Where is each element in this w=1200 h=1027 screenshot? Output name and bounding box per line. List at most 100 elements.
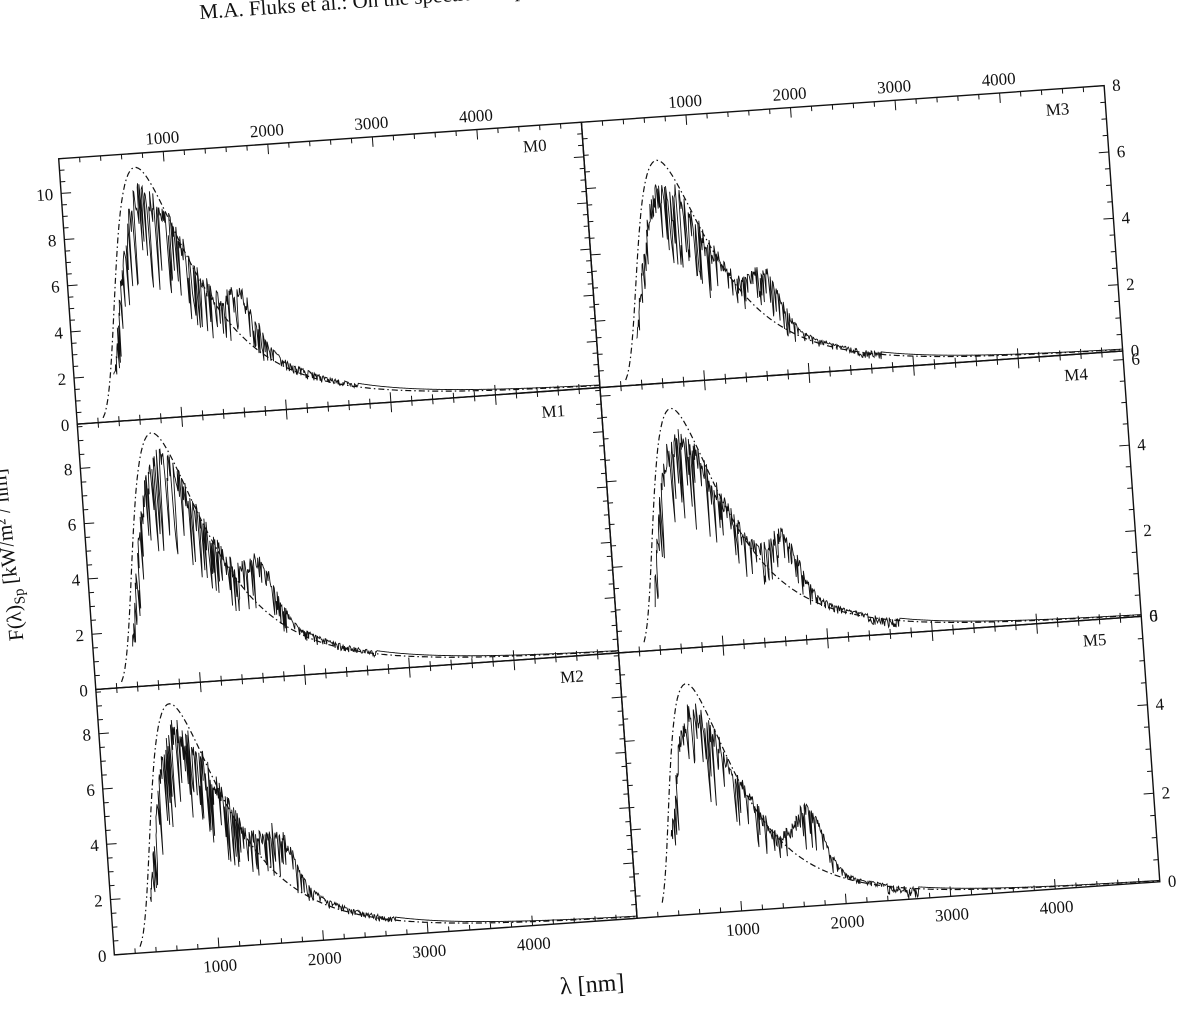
x-tick [807, 362, 810, 373]
y-tick [615, 751, 626, 754]
y-tick-label: 4 [71, 570, 81, 590]
y-tick [619, 807, 630, 809]
panel-label-m1: M1 [541, 401, 566, 422]
x-tick-label: 4000 [458, 105, 493, 126]
panel-frame-m0 [57, 121, 601, 425]
x-tick [285, 409, 288, 420]
spectrum-line-m5 [670, 703, 1160, 899]
y-tick-label: 2 [1143, 521, 1153, 541]
x-tick [199, 672, 201, 683]
envelope-line [661, 683, 1159, 903]
x-tick [999, 92, 1001, 103]
x-tick [180, 406, 183, 417]
y-tick [1108, 284, 1119, 286]
y-tick [627, 917, 638, 920]
y-tick-label: 4 [54, 323, 64, 343]
y-tick [1149, 881, 1160, 883]
y-tick [91, 633, 102, 635]
y-tick [604, 597, 615, 599]
x-tick [494, 394, 497, 405]
x-tick-label: 1000 [145, 127, 180, 148]
x-tick [844, 893, 847, 904]
y-tick-label: 2 [1161, 783, 1171, 803]
x-tick-label: 2000 [830, 911, 865, 932]
x-tick-label: 1000 [667, 91, 702, 112]
y-tick [595, 320, 606, 322]
y-tick [624, 740, 635, 742]
y-tick-label: 0 [79, 681, 89, 701]
x-tick [494, 384, 496, 395]
x-tick [790, 107, 792, 118]
panel-frame-m2 [95, 652, 638, 956]
x-tick-label: 4000 [1039, 897, 1074, 918]
y-tick [98, 732, 109, 735]
y-tick [67, 284, 78, 287]
x-tick-label: 3000 [354, 113, 389, 134]
y-tick-label: 2 [93, 891, 103, 911]
x-tick [285, 399, 287, 410]
y-tick [70, 330, 81, 333]
envelope-line [139, 703, 637, 947]
y-tick-label: 2 [57, 370, 67, 390]
x-tick [913, 365, 915, 376]
x-tick [931, 630, 934, 642]
y-tick-label: 6 [86, 781, 96, 801]
x-tick [162, 151, 165, 162]
spectrum-line-m3 [636, 183, 1123, 360]
y-tick [61, 192, 72, 194]
y-tick-label: 6 [67, 515, 77, 535]
y-tick [1119, 444, 1130, 447]
y-tick [583, 294, 594, 297]
panel-frame-m5 [617, 615, 1161, 920]
x-tick [704, 380, 706, 391]
x-tick [1054, 879, 1056, 890]
y-tick-label: 8 [82, 725, 92, 745]
y-tick [586, 187, 597, 190]
y-tick [1143, 792, 1154, 795]
y-tick [637, 917, 648, 919]
y-tick-label: 4 [90, 836, 100, 856]
x-tick-label: 3000 [934, 904, 969, 925]
x-tick [181, 416, 183, 427]
y-tick [1098, 151, 1109, 154]
x-tick-label: 2000 [249, 120, 284, 141]
y-tick [106, 843, 117, 845]
panel-label-m3: M3 [1045, 99, 1070, 120]
x-tick [476, 129, 479, 140]
y-tick [84, 522, 95, 525]
x-tick-label: 2000 [307, 948, 342, 969]
x-tick [808, 372, 811, 383]
x-tick [408, 667, 411, 678]
y-tick [618, 651, 629, 654]
x-tick-label: 2000 [772, 83, 807, 104]
y-tick [600, 394, 611, 397]
x-tick [912, 355, 915, 366]
y-tick-label: 0 [1130, 341, 1140, 361]
y-tick [1137, 704, 1148, 707]
y-tick [593, 431, 604, 434]
envelope-line [643, 407, 1141, 643]
y-tick [1094, 85, 1105, 87]
y-tick-label: 2 [1125, 275, 1135, 295]
x-tick [740, 900, 743, 912]
x-tick [827, 638, 829, 649]
x-tick [390, 402, 393, 413]
y-tick-label: 0 [1167, 872, 1177, 892]
x-tick [217, 937, 220, 948]
x-tick [1035, 613, 1038, 624]
x-tick [826, 628, 829, 639]
y-tick [590, 253, 601, 256]
y-tick-label: 2 [75, 626, 85, 646]
x-tick [722, 645, 725, 656]
y-tick [110, 898, 121, 901]
y-tick-label: 0 [1149, 606, 1159, 626]
y-tick [73, 376, 85, 379]
y-tick [114, 953, 125, 956]
y-tick [623, 862, 634, 865]
envelope-line [120, 432, 618, 683]
y-tick-label: 8 [63, 460, 73, 480]
x-tick [1017, 358, 1020, 369]
panel-label-m5: M5 [1082, 630, 1107, 651]
envelope-line [625, 159, 1122, 381]
